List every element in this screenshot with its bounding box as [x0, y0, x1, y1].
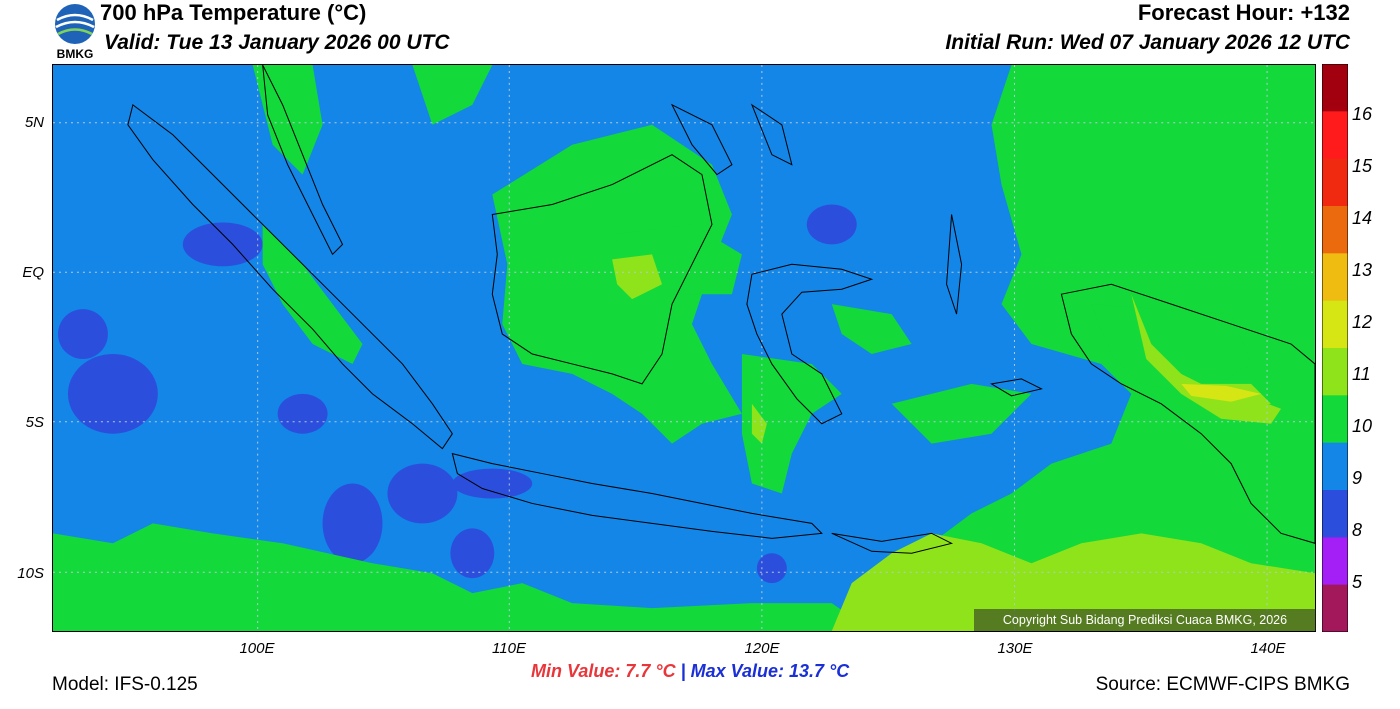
- lat-label-5s: 5S: [25, 414, 44, 431]
- map-title: 700 hPa Temperature (°C): [100, 0, 367, 25]
- colorbar-label-9: 9: [1352, 468, 1363, 488]
- lon-label-110e: 110E: [492, 640, 526, 657]
- lon-label-140e: 140E: [1250, 640, 1286, 657]
- colorbar-swatch: [1322, 253, 1348, 302]
- valid-time: Valid: Tue 13 January 2026 00 UTC: [104, 31, 450, 54]
- min-max-separator: |: [680, 661, 686, 681]
- lat-label-10s: 10S: [17, 565, 44, 582]
- colorbar-swatch: [1322, 348, 1348, 396]
- colorbar: [1322, 64, 1348, 632]
- colorbar-swatch: [1322, 111, 1348, 160]
- bmkg-logo: BMKG: [55, 4, 95, 60]
- coastlines: [127, 65, 1315, 554]
- min-value: Min Value: 7.7 °C: [531, 661, 676, 681]
- logo-text: BMKG: [57, 47, 94, 60]
- colorbar-swatch: [1322, 490, 1348, 538]
- max-value: Max Value: 13.7 °C: [690, 661, 850, 681]
- colorbar-swatch: [1322, 300, 1348, 349]
- lon-label-100e: 100E: [239, 640, 275, 657]
- lat-label-5n: 5N: [24, 114, 44, 131]
- copyright-notice: Copyright Sub Bidang Prediksi Cuaca BMKG…: [974, 609, 1316, 631]
- colorbar-label-12: 12: [1352, 312, 1373, 332]
- lon-label-120e: 120E: [744, 640, 780, 657]
- colorbar-swatch: [1322, 442, 1348, 491]
- band-8c: [57, 204, 857, 584]
- model-label: Model: IFS-0.125: [52, 674, 198, 695]
- source-label: Source: ECMWF-CIPS BMKG: [1095, 674, 1350, 695]
- colorbar-label-5: 5: [1352, 572, 1363, 592]
- initial-run: Initial Run: Wed 07 January 2026 12 UTC: [945, 31, 1350, 54]
- band-12c: [1181, 383, 1262, 402]
- grid-lines: [53, 65, 1315, 631]
- lat-label-eq: EQ: [22, 264, 44, 281]
- colorbar-label-8: 8: [1352, 520, 1363, 540]
- colorbar-label-10: 10: [1352, 416, 1373, 436]
- temperature-map: [52, 64, 1316, 632]
- lon-label-130e: 130E: [997, 640, 1033, 657]
- colorbar-swatch: [1322, 395, 1348, 444]
- forecast-hour: Forecast Hour: +132: [1137, 0, 1350, 25]
- colorbar-swatch: [1322, 537, 1348, 586]
- colorbar-label-16: 16: [1352, 104, 1373, 124]
- colorbar-label-11: 11: [1352, 364, 1371, 384]
- band-11c: [612, 254, 1315, 631]
- colorbar-label-13: 13: [1352, 260, 1373, 280]
- colorbar-swatch: [1322, 206, 1348, 254]
- min-max-values: Min Value: 7.7 °C | Max Value: 13.7 °C: [531, 661, 849, 682]
- colorbar-swatch: [1322, 584, 1348, 632]
- colorbar-swatch: [1322, 158, 1348, 207]
- colorbar-label-15: 15: [1352, 156, 1373, 176]
- colorbar-swatch: [1322, 64, 1348, 112]
- colorbar-label-14: 14: [1352, 208, 1373, 228]
